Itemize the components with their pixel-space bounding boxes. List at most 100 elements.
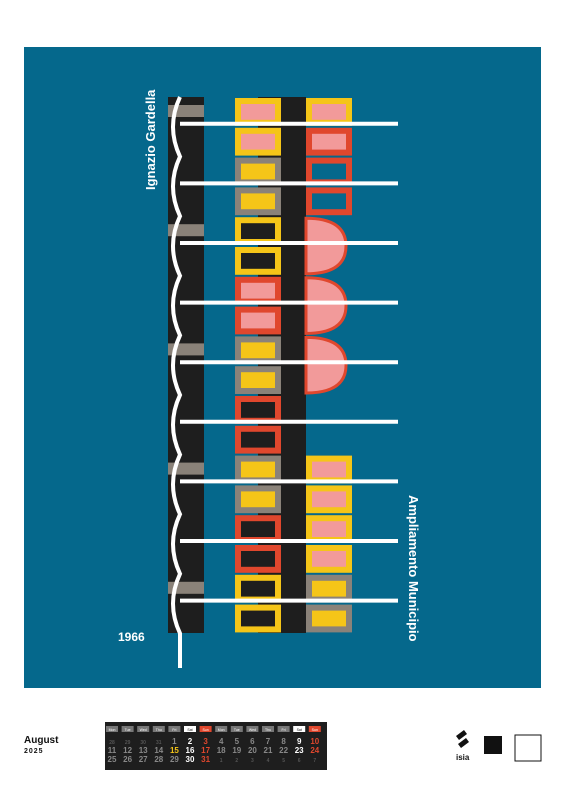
box-inner [241,551,275,567]
box-inner [241,193,275,210]
weekday-chip [199,726,212,732]
box-inner [241,491,275,508]
date: 23 [295,746,304,755]
date: 30 [140,740,146,746]
date: 27 [139,755,148,764]
box-inner [241,521,275,537]
weekday-chip [152,726,165,732]
box-inner [312,551,346,567]
weekday: Sat [187,728,192,732]
date: 15 [170,746,179,755]
weekday-chip [215,726,228,732]
date: 7 [266,737,271,746]
weekday: Tue [125,728,131,732]
date: 19 [232,746,241,755]
date: 4 [267,758,270,764]
box-inner [312,193,346,210]
box-inner [241,312,275,329]
box-inner [241,342,275,359]
box-inner [312,163,346,180]
date: 16 [186,746,195,755]
weekday-chip [184,726,196,732]
date: 2 [235,758,238,764]
date: 28 [109,740,115,746]
date: 3 [251,758,254,764]
date: 18 [217,746,226,755]
date: 4 [219,737,224,746]
box-inner [241,580,275,597]
calendar: Mon Tue Wed Thu Fri Sat Sun Mon Tue Wed Thu Fri Sat S… [106,726,321,764]
box-inner [312,133,346,150]
weekday: Mon [218,728,225,732]
weekday: Mon [109,728,116,732]
date: 10 [310,737,319,746]
date: 5 [282,758,285,764]
date: 12 [123,746,132,755]
date: 13 [139,746,148,755]
box-inner [241,253,275,269]
box-inner [312,104,346,120]
date: 6 [298,758,301,764]
box-inner [312,521,346,537]
date: 20 [248,746,257,755]
box-inner [241,163,275,180]
weekday-chip [293,726,306,732]
box-inner [241,402,275,418]
date: 21 [264,746,273,755]
date: 28 [154,755,163,764]
date: 29 [125,740,131,746]
year: 1966 [118,630,145,644]
date: 2 [188,737,193,746]
weekday-chip [121,726,134,732]
month: August [24,735,59,746]
date: 25 [108,755,117,764]
weekday: Wed [249,728,256,732]
box-inner [312,610,346,627]
date: 14 [154,746,163,755]
weekday-chip [137,726,150,732]
date: 24 [310,746,319,755]
half-disc [304,216,348,276]
weekday: Wed [140,728,147,732]
weekday: Sun [202,728,208,732]
architect: Ignazio Gardella [143,89,158,190]
weekday: Thu [156,728,162,732]
box-inner [241,431,275,448]
date: 7 [313,758,316,764]
cal-year: 2025 [24,748,44,755]
date: 29 [170,755,179,764]
date: 1 [172,737,177,746]
date: 11 [108,746,117,755]
date: 5 [235,737,240,746]
date: 3 [203,737,208,746]
box-inner [241,372,275,388]
date: 31 [201,755,210,764]
date: 31 [156,740,162,746]
date: 6 [250,737,255,746]
project: Ampliamento Municipio [406,495,421,642]
box-inner [312,491,346,508]
date: 22 [279,746,288,755]
logos: isia [456,730,542,762]
box-inner [241,610,275,627]
weekday-chip [106,726,118,732]
box-inner [241,282,275,299]
date: 8 [281,737,286,746]
weekday: Fri [172,728,176,732]
weekday-chip [262,726,274,732]
weekday-chip [277,726,290,732]
black-strip [258,97,306,633]
weekday: Fri [282,728,286,732]
box-inner [241,104,275,120]
weekday-chip [308,726,321,732]
half-disc [304,276,348,335]
date: 9 [297,737,302,746]
box-inner [241,223,275,239]
weekday-chip [246,726,259,732]
logo-mark [514,734,542,762]
weekday: Thu [265,728,271,732]
weekday: Tue [234,728,240,732]
box-inner [241,133,275,150]
date: 26 [123,755,132,764]
